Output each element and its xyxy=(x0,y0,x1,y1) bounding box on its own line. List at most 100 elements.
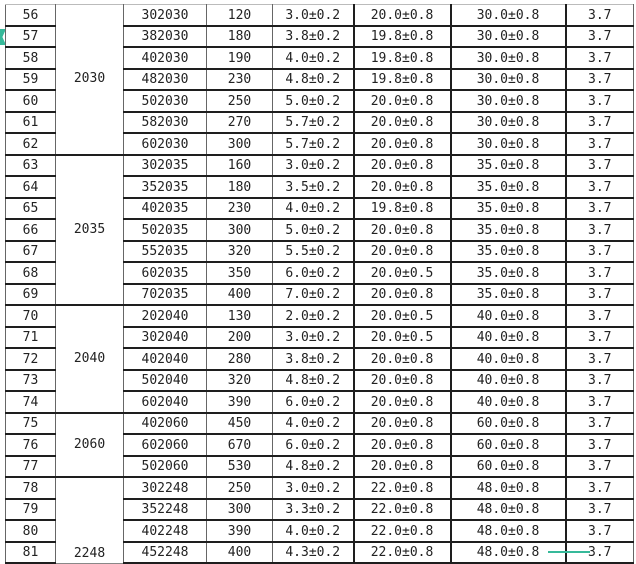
capacity-cell[interactable]: 180 xyxy=(206,25,273,48)
voltage-cell[interactable]: 3.7 xyxy=(564,326,634,349)
row-number-cell[interactable]: 74 xyxy=(5,391,56,414)
width-cell[interactable]: 20.0±0.8 xyxy=(352,411,451,435)
length-cell[interactable]: 30.0±0.8 xyxy=(449,25,566,48)
thickness-cell[interactable]: 5.5±0.2 xyxy=(272,240,354,263)
capacity-cell[interactable]: 400 xyxy=(206,283,273,306)
length-cell[interactable]: 30.0±0.8 xyxy=(449,111,566,134)
width-cell[interactable]: 20.0±0.5 xyxy=(352,262,451,285)
length-cell[interactable]: 60.0±0.8 xyxy=(449,455,566,478)
capacity-cell[interactable]: 160 xyxy=(206,153,273,177)
length-cell[interactable]: 40.0±0.8 xyxy=(449,369,566,392)
capacity-cell[interactable]: 250 xyxy=(206,476,273,500)
row-number-cell[interactable]: 68 xyxy=(5,262,56,285)
row-number-cell[interactable]: 56 xyxy=(5,4,56,27)
row-number-cell[interactable]: 57 xyxy=(5,25,56,48)
capacity-cell[interactable]: 130 xyxy=(206,304,273,328)
voltage-cell[interactable]: 3.7 xyxy=(564,455,634,478)
model-cell[interactable]: 202040 xyxy=(123,304,207,328)
length-cell[interactable]: 30.0±0.8 xyxy=(449,90,566,113)
voltage-cell[interactable]: 3.7 xyxy=(564,498,634,521)
width-cell[interactable]: 20.0±0.8 xyxy=(352,176,451,199)
row-number-cell[interactable]: 72 xyxy=(5,348,56,371)
capacity-cell[interactable]: 230 xyxy=(206,68,273,91)
voltage-cell[interactable]: 3.7 xyxy=(564,153,634,177)
capacity-cell[interactable]: 120 xyxy=(206,4,273,27)
width-cell[interactable]: 20.0±0.5 xyxy=(352,326,451,349)
capacity-cell[interactable]: 280 xyxy=(206,348,273,371)
width-cell[interactable]: 20.0±0.8 xyxy=(352,111,451,134)
capacity-cell[interactable]: 320 xyxy=(206,369,273,392)
row-number-cell[interactable]: 64 xyxy=(5,176,56,199)
thickness-cell[interactable]: 4.8±0.2 xyxy=(272,369,354,392)
voltage-cell[interactable]: 3.7 xyxy=(564,391,634,414)
model-cell[interactable]: 502030 xyxy=(123,90,207,113)
capacity-cell[interactable]: 350 xyxy=(206,262,273,285)
model-cell[interactable]: 402060 xyxy=(123,411,207,435)
voltage-cell[interactable]: 3.7 xyxy=(564,434,634,457)
width-cell[interactable]: 20.0±0.8 xyxy=(352,455,451,478)
width-cell[interactable]: 19.8±0.8 xyxy=(352,47,451,70)
voltage-cell[interactable]: 3.7 xyxy=(564,283,634,306)
thickness-cell[interactable]: 3.0±0.2 xyxy=(272,326,354,349)
thickness-cell[interactable]: 3.3±0.2 xyxy=(272,498,354,521)
length-cell[interactable]: 35.0±0.8 xyxy=(449,153,566,177)
thickness-cell[interactable]: 4.8±0.2 xyxy=(272,68,354,91)
voltage-cell[interactable]: 3.7 xyxy=(564,111,634,134)
width-cell[interactable]: 20.0±0.8 xyxy=(352,4,451,27)
capacity-cell[interactable]: 250 xyxy=(206,90,273,113)
capacity-cell[interactable]: 300 xyxy=(206,498,273,521)
row-number-cell[interactable]: 59 xyxy=(5,68,56,91)
row-number-cell[interactable]: 65 xyxy=(5,197,56,220)
width-cell[interactable]: 19.8±0.8 xyxy=(352,197,451,220)
width-cell[interactable]: 22.0±0.8 xyxy=(352,498,451,521)
capacity-cell[interactable]: 390 xyxy=(206,391,273,414)
model-cell[interactable]: 382030 xyxy=(123,25,207,48)
length-cell[interactable]: 48.0±0.8 xyxy=(449,476,566,500)
model-cell[interactable]: 352248 xyxy=(123,498,207,521)
model-cell[interactable]: 582030 xyxy=(123,111,207,134)
length-cell[interactable]: 48.0±0.8 xyxy=(449,498,566,521)
capacity-cell[interactable]: 670 xyxy=(206,434,273,457)
length-cell[interactable]: 35.0±0.8 xyxy=(449,219,566,242)
width-cell[interactable]: 20.0±0.8 xyxy=(352,133,451,156)
row-number-cell[interactable]: 62 xyxy=(5,133,56,156)
capacity-cell[interactable]: 190 xyxy=(206,47,273,70)
voltage-cell[interactable]: 3.7 xyxy=(564,133,634,156)
voltage-cell[interactable]: 3.7 xyxy=(564,476,634,500)
width-cell[interactable]: 20.0±0.8 xyxy=(352,219,451,242)
model-cell[interactable]: 602040 xyxy=(123,391,207,414)
voltage-cell[interactable]: 3.7 xyxy=(564,411,634,435)
thickness-cell[interactable]: 6.0±0.2 xyxy=(272,262,354,285)
capacity-cell[interactable]: 270 xyxy=(206,111,273,134)
length-cell[interactable]: 40.0±0.8 xyxy=(449,348,566,371)
group-cell[interactable]: 2060 xyxy=(55,411,124,478)
width-cell[interactable]: 20.0±0.8 xyxy=(352,369,451,392)
voltage-cell[interactable]: 3.7 xyxy=(564,176,634,199)
row-number-cell[interactable]: 66 xyxy=(5,219,56,242)
row-number-cell[interactable]: 75 xyxy=(5,411,56,435)
row-number-cell[interactable]: 81 xyxy=(5,541,56,564)
length-cell[interactable]: 35.0±0.8 xyxy=(449,283,566,306)
width-cell[interactable]: 22.0±0.8 xyxy=(352,476,451,500)
model-cell[interactable]: 602030 xyxy=(123,133,207,156)
row-number-cell[interactable]: 67 xyxy=(5,240,56,263)
length-cell[interactable]: 48.0±0.8 xyxy=(449,520,566,543)
thickness-cell[interactable]: 3.0±0.2 xyxy=(272,153,354,177)
thickness-cell[interactable]: 7.0±0.2 xyxy=(272,283,354,306)
length-cell[interactable]: 40.0±0.8 xyxy=(449,391,566,414)
length-cell[interactable]: 40.0±0.8 xyxy=(449,304,566,328)
length-cell[interactable]: 35.0±0.8 xyxy=(449,176,566,199)
model-cell[interactable]: 302040 xyxy=(123,326,207,349)
thickness-cell[interactable]: 4.3±0.2 xyxy=(272,541,354,564)
voltage-cell[interactable]: 3.7 xyxy=(564,25,634,48)
voltage-cell[interactable]: 3.7 xyxy=(564,219,634,242)
length-cell[interactable]: 30.0±0.8 xyxy=(449,47,566,70)
thickness-cell[interactable]: 3.5±0.2 xyxy=(272,176,354,199)
voltage-cell[interactable]: 3.7 xyxy=(564,240,634,263)
thickness-cell[interactable]: 4.8±0.2 xyxy=(272,455,354,478)
model-cell[interactable]: 302248 xyxy=(123,476,207,500)
row-number-cell[interactable]: 61 xyxy=(5,111,56,134)
model-cell[interactable]: 502060 xyxy=(123,455,207,478)
model-cell[interactable]: 602035 xyxy=(123,262,207,285)
model-cell[interactable]: 482030 xyxy=(123,68,207,91)
